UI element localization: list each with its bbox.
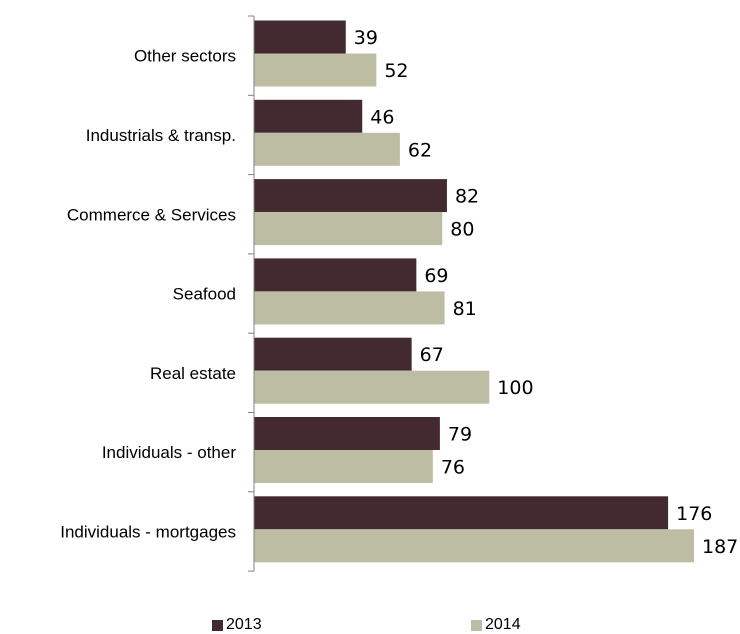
category-label-real-estate: Real estate [150,364,236,383]
bar-2014-other-sectors [254,53,377,87]
legend-label-2013: 2013 [226,616,262,633]
legend-item-2013: 2013 [212,616,262,634]
bar-2014-individuals-mortgages [254,529,694,563]
category-label-individuals-other: Individuals - other [102,443,237,462]
bar-2013-seafood [254,258,417,292]
bar-2014-commerce-services [254,212,443,246]
data-label-2014-individuals-mortgages: 187 [702,536,738,558]
category-label-seafood: Seafood [173,285,236,304]
data-label-2014-real-estate: 100 [497,377,533,399]
data-label-2014-individuals-other: 76 [441,457,465,479]
bar-2013-commerce-services [254,179,447,213]
data-label-2014-commerce-services: 80 [450,219,474,241]
bar-2014-individuals-other [254,450,433,483]
data-label-2013-real-estate: 67 [420,344,444,366]
bar-2014-industrials-transp [254,132,400,166]
category-label-industrials-transp: Industrials & transp. [86,126,236,145]
data-label-2013-industrials-transp: 46 [370,106,394,128]
category-label-other-sectors: Other sectors [134,47,236,66]
bar-2013-individuals-mortgages [254,496,669,530]
data-label-2013-individuals-mortgages: 176 [676,503,712,525]
data-label-2013-other-sectors: 39 [354,27,378,49]
legend-item-2014: 2014 [471,616,521,634]
legend-swatch-2014 [471,619,482,631]
data-label-2014-industrials-transp: 62 [408,139,432,161]
bar-2013-individuals-other [254,417,440,450]
bar-2013-other-sectors [254,20,346,54]
bar-2013-real-estate [254,337,412,371]
data-label-2014-seafood: 81 [453,298,477,320]
bar-2014-real-estate [254,370,490,404]
bar-2014-seafood [254,291,445,325]
bar-2013-industrials-transp [254,99,363,133]
category-label-individuals-mortgages: Individuals - mortgages [60,522,236,541]
data-label-2013-individuals-other: 79 [448,424,472,446]
data-label-2013-seafood: 69 [424,265,448,287]
legend-swatch-2013 [212,619,223,631]
data-label-2013-commerce-services: 82 [455,186,479,208]
category-label-commerce-services: Commerce & Services [67,205,236,224]
legend-label-2014: 2014 [485,616,521,633]
data-label-2014-other-sectors: 52 [384,60,408,82]
